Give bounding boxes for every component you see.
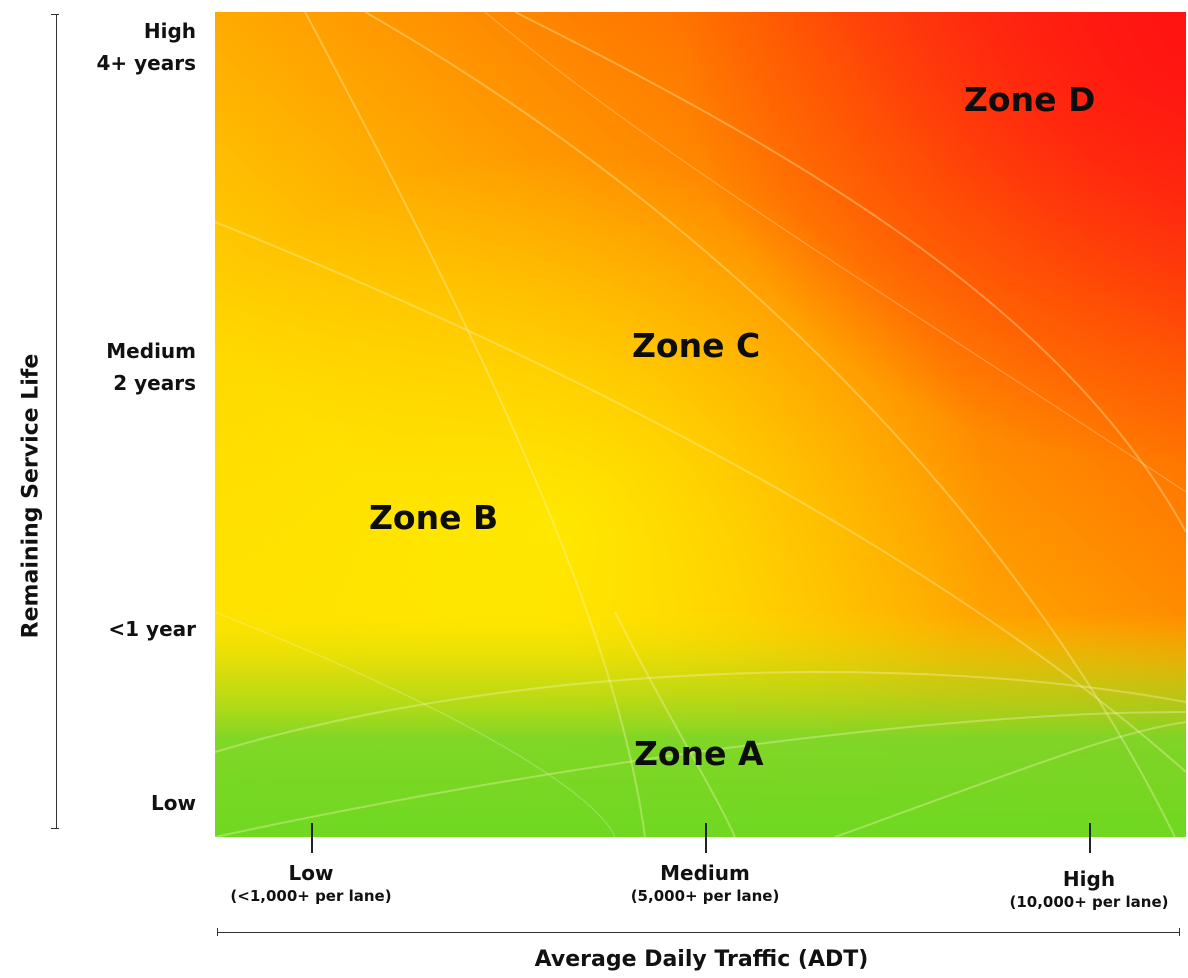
x-tick-sublabel: (<1,000+ per lane) (230, 887, 392, 905)
y-tick-label: Medium (106, 339, 196, 363)
x-tick-sublabel: (5,000+ per lane) (630, 887, 780, 905)
y-axis-cap-top (51, 14, 59, 15)
x-tick-label: Medium (660, 861, 750, 885)
plot-area (215, 12, 1186, 837)
x-tick-mark-medium (705, 823, 707, 853)
x-tick-sublabel: (10,000+ per lane) (1009, 893, 1169, 911)
x-axis-line (217, 932, 1179, 933)
y-tick-high: High 4+ years (96, 15, 196, 79)
y-axis-title: Remaining Service Life (18, 353, 44, 639)
y-axis-line (56, 14, 57, 829)
x-axis-cap-left (217, 928, 218, 936)
x-tick-mark-low (311, 823, 313, 853)
x-tick-medium: Medium (5,000+ per lane) (631, 860, 780, 906)
y-axis-cap-bottom (51, 828, 59, 829)
y-tick-low: Low (151, 787, 196, 819)
x-tick-high: High (10,000+ per lane) (1009, 866, 1168, 912)
x-tick-mark-high (1089, 823, 1091, 853)
y-tick-label: Low (151, 791, 196, 815)
zone-gradient (215, 12, 1186, 837)
y-tick-label: 2 years (113, 371, 196, 395)
x-axis-cap-right (1179, 928, 1180, 936)
zone-c-label: Zone C (632, 326, 761, 365)
zone-a-label: Zone A (634, 734, 764, 773)
y-tick-less-1-year: <1 year (108, 613, 196, 645)
y-tick-label: High (143, 19, 196, 43)
x-axis-title: Average Daily Traffic (ADT) (534, 947, 869, 972)
y-tick-medium: Medium 2 years (106, 335, 196, 399)
y-tick-label: <1 year (108, 617, 196, 641)
x-tick-low: Low (<1,000+ per lane) (230, 860, 391, 906)
x-tick-label: High (1062, 867, 1116, 891)
zone-d-label: Zone D (964, 80, 1096, 119)
y-tick-label: 4+ years (96, 51, 196, 75)
zone-b-label: Zone B (369, 498, 499, 537)
x-tick-label: Low (288, 861, 334, 885)
